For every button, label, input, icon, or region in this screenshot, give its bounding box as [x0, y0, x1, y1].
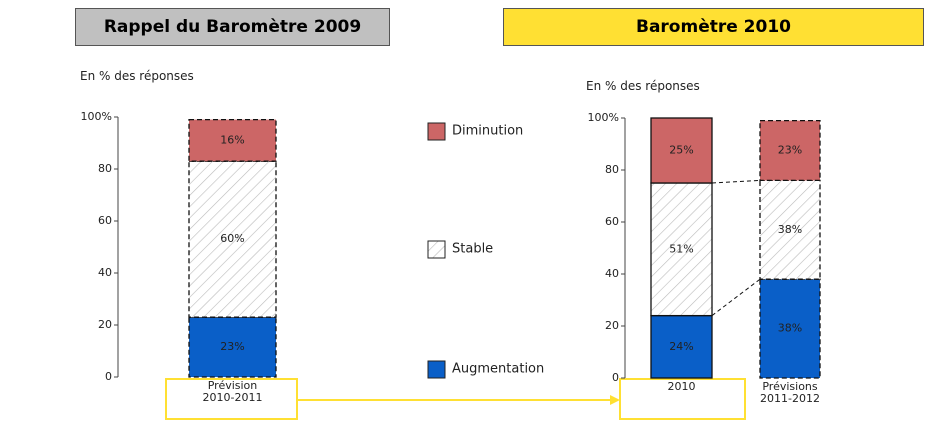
- y-tick-label: 0: [105, 370, 112, 383]
- bar-segment: [759, 278, 821, 379]
- data-label: 25%: [669, 144, 693, 157]
- y-tick-label: 100%: [588, 111, 619, 124]
- y-tick-label: 40: [98, 266, 112, 279]
- y-tick-label: 20: [605, 319, 619, 332]
- bar-segment: [650, 182, 713, 317]
- data-label: 23%: [220, 340, 244, 353]
- legend-label: Augmentation: [452, 362, 544, 377]
- y-tick-label: 20: [98, 318, 112, 331]
- data-label: 23%: [778, 144, 802, 157]
- y-tick-label: 60: [605, 215, 619, 228]
- connector: [711, 278, 761, 316]
- legend-label: Diminution: [452, 124, 523, 139]
- y-tick-label: 40: [605, 267, 619, 280]
- x-tick-label: Prévision 2010-2011: [202, 379, 263, 404]
- connector: [711, 179, 761, 184]
- y-tick-label: 80: [98, 162, 112, 175]
- data-label: 24%: [669, 340, 693, 353]
- header: Baromètre 2010: [503, 8, 924, 46]
- header: Rappel du Baromètre 2009: [75, 8, 390, 46]
- legend-label: Stable: [452, 242, 493, 257]
- axis-label: En % des réponses: [80, 69, 194, 83]
- legend-swatch: [427, 122, 446, 141]
- legend-swatch: [427, 360, 446, 379]
- data-label: 60%: [220, 232, 244, 245]
- bar-segment: [759, 119, 821, 182]
- axis-label: En % des réponses: [586, 79, 700, 93]
- data-label: 51%: [669, 242, 693, 255]
- y-tick-label: 80: [605, 163, 619, 176]
- arrow-head: [610, 395, 620, 405]
- y-tick-label: 100%: [81, 110, 112, 123]
- y-tick-label: 0: [612, 371, 619, 384]
- data-label: 38%: [778, 322, 802, 335]
- bar-segment: [759, 179, 821, 280]
- x-tick-label: 2010: [667, 380, 696, 393]
- x-tick-label: Prévisions 2011-2012: [760, 380, 820, 405]
- bar-segment: [188, 118, 277, 162]
- bar-segment: [650, 117, 713, 184]
- legend-swatch: [427, 240, 446, 259]
- data-label: 16%: [220, 133, 244, 146]
- highlight-box: [619, 378, 746, 420]
- y-tick-label: 60: [98, 214, 112, 227]
- bar-segment: [650, 314, 713, 379]
- data-label: 38%: [778, 223, 802, 236]
